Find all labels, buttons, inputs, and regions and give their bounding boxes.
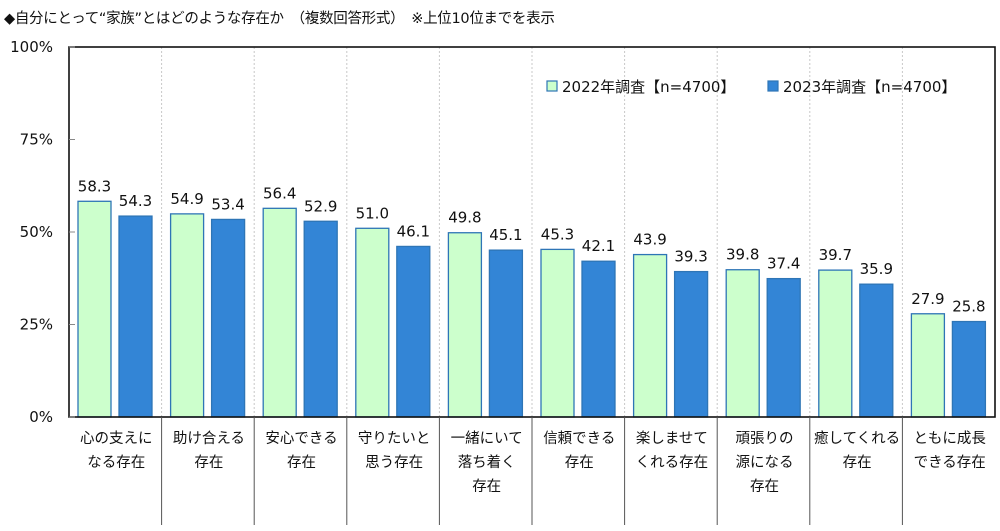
legend-label-2023: 2023年調査【n=4700】 [783,78,956,96]
data-label-2023: 46.1 [397,222,430,240]
category-label: 心の支えに [80,430,153,447]
category-label: 一緒にいて [451,430,523,447]
y-axis: 0% 25% 50% 75% 100% [10,38,75,426]
bar-2023 [210,218,246,418]
data-label-2023: 45.1 [489,226,522,244]
bar-2023 [673,270,709,418]
bar-2022 [355,227,390,418]
data-label-2022: 27.9 [911,290,944,308]
data-label-2023: 35.9 [860,260,893,278]
bar-2022 [725,269,760,418]
bar-2022 [447,232,483,418]
data-label-2022: 49.8 [448,209,481,227]
bar-2023 [581,260,616,418]
category-label: できる存在 [914,454,986,471]
legend-swatch-2022 [546,80,558,92]
y-tick-label: 50% [20,223,53,241]
category-label: 助け合える [173,430,245,447]
category-label: 存在 [565,454,594,471]
category-label: 存在 [472,478,501,495]
category-label: くれる存在 [636,454,709,471]
category-label: 思う存在 [365,454,423,471]
category-label: 存在 [843,454,872,471]
category-label: 信頼できる [543,430,615,447]
data-label-2023: 25.8 [952,298,985,316]
y-tick-label: 25% [20,316,53,334]
data-label-2022: 39.8 [726,246,759,264]
data-label-2022: 43.9 [633,231,666,249]
data-label-2022: 54.9 [170,190,203,208]
bar-2022 [262,207,297,418]
category-label: 存在 [750,478,779,495]
y-tick-label: 75% [20,131,53,149]
data-label-2022: 39.7 [819,246,852,264]
data-label-2022: 58.3 [78,177,111,195]
bar-2023 [951,320,987,418]
title-main: ◆自分にとって“家族”とはどのような存在か [4,11,284,27]
category-label: 楽しませて [636,430,708,447]
y-tick-label: 100% [10,38,53,56]
data-label-2023: 52.9 [304,197,337,215]
bar-2023 [118,215,153,418]
title-note-top10: ※上位10位までを表示 [411,11,555,27]
legend-swatch-2023 [767,80,779,92]
category-label: 存在 [194,454,223,471]
category-label: 守りたいと [358,430,431,447]
bar-2022 [910,313,946,418]
title-note-multiple-answer: （複数回答形式） [297,11,398,27]
category-label: 安心できる [265,430,337,447]
bars [77,200,987,418]
category-label: 落ち着く [458,454,516,471]
bar-2023 [396,245,431,418]
bar-2023 [766,277,801,418]
legend: 2022年調査【n=4700】 2023年調査【n=4700】 [546,78,956,96]
chart-title: ◆自分にとって“家族”とはどのような存在か （複数回答形式） ※上位10位までを… [4,7,555,28]
bar-2022 [632,253,668,418]
bar-2022 [540,248,575,418]
category-label: 癒してくれる [814,430,900,447]
data-label-2023: 53.4 [211,195,244,213]
category-label: 存在 [287,454,316,471]
y-tick-label: 0% [29,408,53,426]
legend-label-2022: 2022年調査【n=4700】 [562,78,735,96]
data-labels: 58.3 54.3 54.9 53.4 56.4 52.9 51.0 46.1 49.8 45.1… [78,177,986,315]
category-label: 源になる [736,454,794,471]
bar-2023 [488,249,524,418]
bar-2022 [818,269,853,418]
bar-2023 [303,220,338,418]
data-label-2023: 39.3 [674,248,707,266]
category-label: 頑張りの [736,431,794,447]
bar-2022 [77,200,112,418]
data-label-2023: 42.1 [582,237,615,255]
data-label-2022: 56.4 [263,184,296,202]
data-label-2022: 51.0 [356,204,389,222]
category-label: なる存在 [87,454,145,471]
bar-2022 [169,213,205,418]
group-separators [161,47,903,417]
bar-2023 [859,283,894,418]
data-label-2022: 45.3 [541,225,574,243]
data-label-2023: 37.4 [767,255,800,273]
category-label: ともに成長 [913,430,986,447]
data-label-2023: 54.3 [119,192,152,210]
